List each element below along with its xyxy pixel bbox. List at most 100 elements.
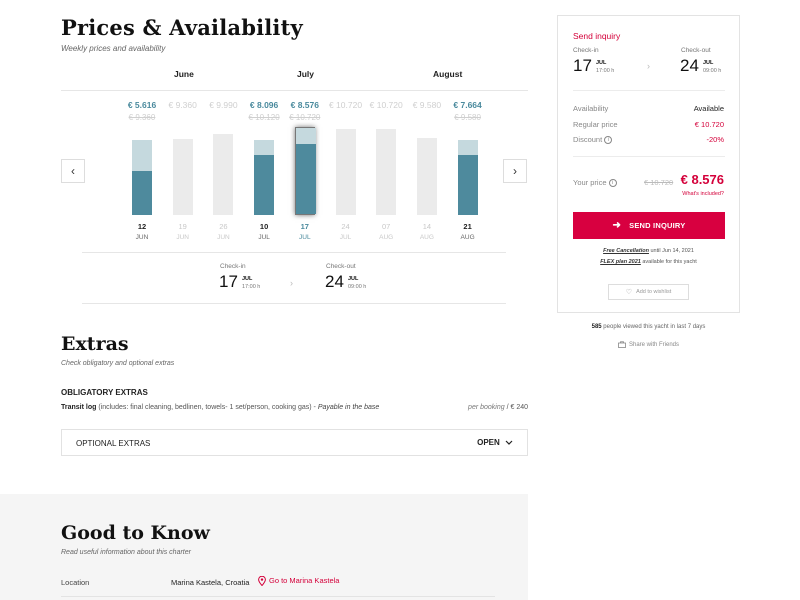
availability-bar [294, 127, 316, 215]
week-price: € 10.720 [369, 100, 403, 110]
checkin-month: JUL [242, 276, 253, 282]
bar-fill [254, 155, 275, 215]
divider [61, 90, 528, 91]
checkout-time: 09:00 h [348, 284, 367, 290]
add-to-wishlist-button[interactable]: ♡ Add to wishlist [608, 284, 689, 300]
checkout-day: 24 [325, 272, 344, 291]
good-to-know-subtitle: Read useful information about this chart… [61, 549, 191, 556]
week-price: € 9.360 [168, 100, 197, 110]
availability-label: Availability [573, 104, 609, 113]
heart-icon: ♡ [625, 289, 633, 296]
free-cancellation-link[interactable]: Free Cancellation [603, 248, 649, 254]
open-label: OPEN [477, 438, 500, 447]
your-price-value: € 8.576 [680, 172, 724, 187]
divider [573, 156, 725, 157]
wishlist-label: Add to wishlist [636, 289, 672, 295]
divider [82, 252, 506, 253]
flex-plan-text: available for this yacht [640, 259, 697, 265]
week-old-price: € 9.360 [128, 113, 156, 122]
extras-title: Extras [61, 333, 129, 355]
extra-note: Payable in the base [317, 404, 380, 411]
divider [573, 90, 725, 91]
week-month: AUG [379, 234, 394, 241]
chevron-right-icon: › [290, 278, 293, 288]
flex-plan-note: FLEX plan 2021 available for this yacht [558, 259, 739, 265]
flex-plan-link[interactable]: FLEX plan 2021 [600, 259, 641, 265]
arrow-right-icon: ➜ [612, 220, 622, 231]
week-price: € 8.576 [290, 100, 319, 110]
week-month: JUN [176, 234, 189, 241]
week-day: 14 [422, 222, 432, 231]
availability-bar [376, 129, 397, 215]
your-price-label: Your price [573, 178, 607, 187]
free-cancellation-note: Free Cancellation until Jun 14, 2021 [558, 248, 739, 254]
week-day: 21 [463, 222, 472, 231]
bar-fill [132, 171, 152, 215]
card-checkin-label: Check-in [573, 47, 599, 54]
optional-extras-label: OPTIONAL EXTRAS [76, 439, 151, 448]
go-to-marina-link[interactable]: Go to Marina Kastela [258, 575, 340, 587]
month-label-june: June [174, 69, 194, 79]
free-cancellation-text: until Jun 14, 2021 [648, 248, 694, 254]
availability-bar [457, 140, 478, 215]
week-price: € 7.664 [453, 100, 482, 110]
bar-fill [295, 144, 316, 214]
month-label-july: July [297, 69, 315, 79]
week-month: AUG [460, 234, 475, 241]
send-inquiry-button[interactable]: ➜ SEND INQUIRY [573, 212, 725, 239]
your-price-old: € 10.720 [644, 178, 674, 187]
bar-tint [132, 140, 152, 171]
extra-name: Transit log [61, 404, 97, 411]
extra-amount: / € 240 [504, 404, 528, 411]
location-value: Marina Kastela, Croatia [171, 578, 250, 587]
checkin-label: Check-in [220, 263, 246, 270]
week-old-price: € 10.120 [248, 113, 280, 122]
checkout-month: JUL [348, 276, 359, 282]
checkin-day: 17 [219, 272, 238, 291]
availability-bar [335, 129, 356, 215]
bar-tint [295, 128, 316, 146]
info-icon[interactable]: i [608, 179, 617, 188]
card-checkout-label: Check-out [681, 47, 711, 54]
week-day: 19 [178, 222, 187, 231]
next-week-button[interactable]: › [503, 159, 527, 183]
availability-value: Available [693, 104, 724, 113]
week-old-price: € 9.580 [454, 113, 481, 122]
week-month: JUL [299, 234, 311, 241]
regular-price-label: Regular price [573, 120, 618, 129]
card-checkin-time: 17:00 h [596, 68, 615, 74]
week-month: JUN [217, 234, 230, 241]
week-month: AUG [419, 234, 434, 241]
card-checkin-day: 17 [573, 56, 592, 75]
share-with-friends-link[interactable]: Share with Friends [557, 341, 740, 348]
week-price: € 9.580 [412, 100, 442, 110]
week-day: 26 [219, 222, 228, 231]
week-day: 07 [382, 222, 391, 231]
week-month: JUL [258, 234, 270, 241]
card-checkout-day: 24 [680, 56, 699, 75]
card-checkout-month: JUL [703, 60, 714, 66]
extras-subtitle: Check obligatory and optional extras [61, 360, 175, 367]
week-day: 24 [341, 222, 350, 231]
week-old-price: € 10.720 [289, 113, 321, 122]
week-price: € 5.616 [127, 100, 157, 110]
prices-title: Prices & Availability [61, 15, 303, 40]
share-icon [618, 341, 626, 348]
divider [82, 303, 506, 304]
week-day: 17 [300, 222, 309, 231]
availability-bar [172, 139, 193, 215]
location-label: Location [61, 578, 90, 587]
send-inquiry-label: SEND INQUIRY [629, 221, 686, 230]
obligatory-extra-item: Transit log (includes: final cleaning, b… [61, 404, 379, 411]
open-button[interactable]: OPEN [477, 438, 513, 447]
checkout-label: Check-out [326, 263, 356, 270]
whats-included-link[interactable]: What's included? [682, 191, 724, 197]
week-month: JUN [135, 234, 149, 241]
optional-extras-toggle[interactable]: OPTIONAL EXTRAS OPEN [61, 429, 528, 456]
prev-week-button[interactable]: ‹ [61, 159, 85, 183]
chevron-right-icon: › [513, 164, 517, 178]
views-count: 585 [591, 324, 602, 330]
card-checkout-time: 09:00 h [703, 68, 722, 74]
go-to-marina-label: Go to Marina Kastela [269, 576, 340, 585]
info-icon[interactable]: i [604, 136, 613, 145]
